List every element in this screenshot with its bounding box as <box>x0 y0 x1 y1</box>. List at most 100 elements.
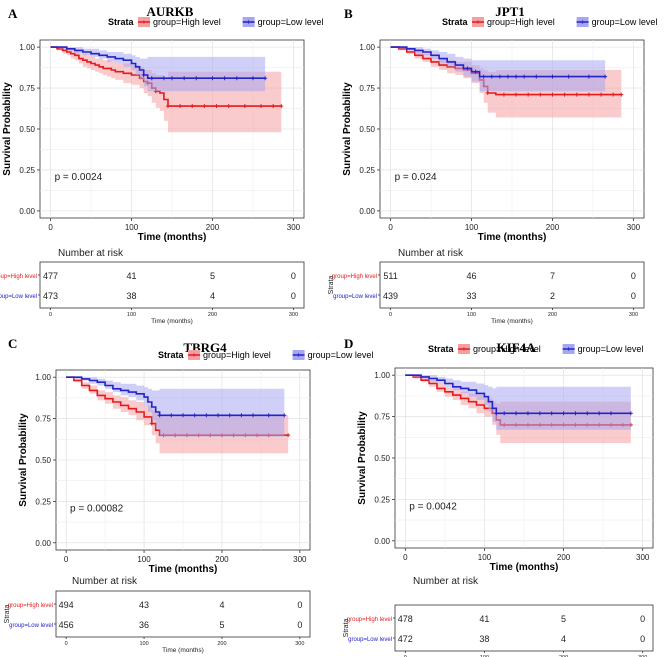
x-tick-label: 100 <box>125 223 139 232</box>
axes: 0.00 0.25 0.50 0.75 1.00 0 100 200 300 Time (mont… <box>18 373 307 575</box>
risk-x-tick-label: 200 <box>208 312 217 318</box>
risk-x-tick-label: 300 <box>295 641 304 647</box>
x-tick-label: 200 <box>546 223 560 232</box>
chart-title: JPT1 <box>495 4 525 19</box>
risk-time-label: Time (months) <box>162 647 204 654</box>
legend-title: Strata <box>108 17 135 27</box>
legend-key-cross: + <box>192 351 197 360</box>
risk-strata-label: Strata <box>328 276 335 295</box>
axes: 0.00 0.25 0.50 0.75 1.00 0 100 200 300 Time (mont… <box>342 43 641 243</box>
legend-key-cross: + <box>296 351 301 360</box>
risk-row-label: group=Low level <box>348 637 392 643</box>
risk-x-tick-label: 0 <box>65 641 68 647</box>
risk-table: Number at risk group=High level 494 43 4 0 gro… <box>4 576 311 654</box>
risk-count: 41 <box>127 271 137 281</box>
risk-row-label: group=High level <box>332 274 377 280</box>
risk-row-label: group=Low level <box>0 294 37 300</box>
risk-count: 38 <box>127 291 137 301</box>
y-tick-label: 0.75 <box>374 413 390 422</box>
risk-count: 2 <box>550 291 555 301</box>
risk-table-title: Number at risk <box>413 576 479 587</box>
risk-count: 511 <box>383 271 397 281</box>
series-low <box>390 46 608 92</box>
legend: Strata + group=High level + group=Low level <box>108 17 323 27</box>
risk-x-tick-label: 300 <box>629 312 638 318</box>
panel-label: A <box>8 6 18 21</box>
risk-x-tick-label: 100 <box>480 655 489 657</box>
risk-count: 36 <box>139 620 149 630</box>
legend: Strata + group=High level + group=Low level <box>442 17 657 27</box>
legend-label-high: group=High level <box>203 350 271 360</box>
x-tick-label: 200 <box>557 553 571 562</box>
risk-table: Number at risk group=High level 511 46 7 0 gro… <box>328 248 645 325</box>
panel-a: A AURKB Strata + group=High level + group=Low … <box>0 4 323 325</box>
p-value: p = 0.0024 <box>55 172 103 183</box>
y-axis-label: Survival Probability <box>18 413 29 507</box>
y-tick-label: 0.75 <box>19 84 35 93</box>
risk-strata-label: Strata <box>4 605 11 624</box>
legend-title: Strata <box>158 350 185 360</box>
risk-table: Number at risk group=High level 478 41 5 0 gro… <box>343 576 654 657</box>
y-tick-label: 0.75 <box>35 415 51 424</box>
x-tick-label: 0 <box>388 223 393 232</box>
risk-row-label: group=Low level <box>9 623 53 629</box>
risk-count: 5 <box>219 620 224 630</box>
x-tick-label: 0 <box>48 223 53 232</box>
y-tick-label: 0.00 <box>35 539 51 548</box>
x-tick-label: 100 <box>478 553 492 562</box>
risk-count: 5 <box>210 271 215 281</box>
p-value: p = 0.0042 <box>409 501 457 512</box>
y-tick-label: 1.00 <box>19 43 35 52</box>
risk-count: 33 <box>467 291 477 301</box>
risk-count: 0 <box>291 291 296 301</box>
x-tick-label: 300 <box>636 553 650 562</box>
risk-table-title: Number at risk <box>58 248 124 259</box>
legend-label-high: group=High level <box>487 17 555 27</box>
x-axis-label: Time (months) <box>138 232 207 243</box>
legend-label-high: group=High level <box>473 344 541 354</box>
p-value: p = 0.024 <box>395 172 437 183</box>
risk-count: 0 <box>631 291 636 301</box>
axes: 0.00 0.25 0.50 0.75 1.00 0 100 200 300 Time (mont… <box>2 43 301 243</box>
risk-strata-label: Strata <box>343 619 350 638</box>
panel-label: D <box>344 336 353 351</box>
risk-x-tick-label: 200 <box>559 655 568 657</box>
risk-row-label: group=High level <box>347 617 392 623</box>
y-tick-label: 0.50 <box>19 125 35 134</box>
y-tick-label: 0.50 <box>359 125 375 134</box>
risk-x-tick-label: 200 <box>217 641 226 647</box>
x-tick-label: 300 <box>287 223 301 232</box>
legend-label-high: group=High level <box>153 17 221 27</box>
risk-count: 41 <box>479 614 489 624</box>
risk-table: Number at risk group=High level 477 41 5 0 gro… <box>0 248 305 325</box>
survival-line <box>66 376 285 417</box>
y-tick-label: 0.50 <box>374 454 390 463</box>
x-tick-label: 0 <box>64 555 69 564</box>
y-tick-label: 0.75 <box>359 84 375 93</box>
y-tick-label: 1.00 <box>359 43 375 52</box>
survival-line <box>50 46 266 79</box>
risk-count: 439 <box>383 291 398 301</box>
chart-title: KIF4A <box>497 340 537 355</box>
legend-label-low: group=Low level <box>258 17 324 27</box>
x-tick-label: 200 <box>206 223 220 232</box>
x-tick-label: 300 <box>293 555 307 564</box>
y-tick-label: 0.00 <box>374 537 390 546</box>
y-axis-label: Survival Probability <box>2 82 13 176</box>
risk-x-tick-label: 300 <box>638 655 647 657</box>
y-tick-label: 0.25 <box>19 166 35 175</box>
risk-count: 456 <box>59 620 74 630</box>
risk-count: 0 <box>297 620 302 630</box>
risk-row-label: group=High level <box>8 603 53 609</box>
y-axis-label: Survival Probability <box>357 411 368 505</box>
risk-count: 477 <box>43 271 58 281</box>
legend-key-cross: + <box>246 18 251 27</box>
survival-line <box>405 374 631 415</box>
axes: 0.00 0.25 0.50 0.75 1.00 0 100 200 300 Time (mont… <box>357 371 650 573</box>
panel-label: B <box>344 6 353 21</box>
risk-table-frame <box>379 261 645 309</box>
y-tick-label: 0.00 <box>359 207 375 216</box>
x-tick-label: 100 <box>137 555 151 564</box>
risk-table-title: Number at risk <box>398 248 464 259</box>
